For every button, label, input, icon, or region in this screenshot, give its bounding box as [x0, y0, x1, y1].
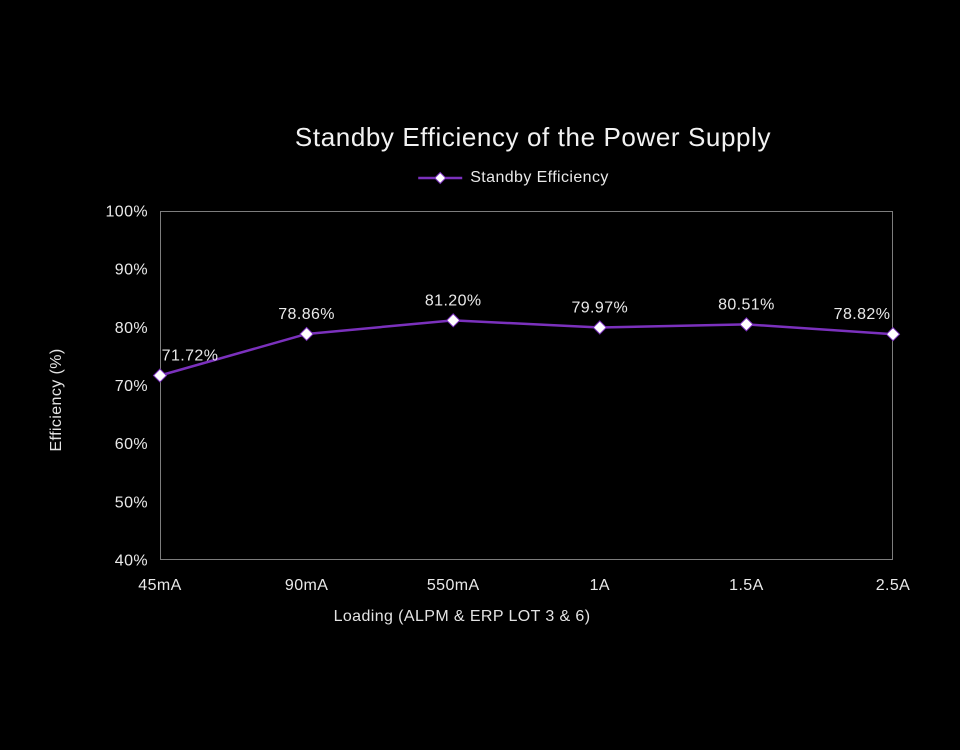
data-point-marker [739, 317, 754, 332]
x-tick-label: 1.5A [729, 577, 764, 594]
data-point-marker [445, 313, 461, 328]
y-tick-label: 40% [115, 553, 148, 570]
chart-title: Standby Efficiency of the Power Supply [294, 122, 772, 152]
data-point-marker [885, 326, 901, 342]
legend-label: Standby Efficiency [470, 169, 609, 186]
data-label: 71.72% [162, 347, 219, 364]
x-tick-label: 90mA [285, 577, 328, 594]
x-tick-label: 45mA [138, 577, 181, 594]
y-tick-label: 80% [115, 320, 148, 337]
data-label: 79.97% [571, 300, 628, 317]
legend-line-marker-icon [418, 171, 463, 185]
data-label: 80.51% [718, 296, 775, 313]
x-tick-label: 550mA [427, 577, 480, 594]
series-line [158, 319, 895, 377]
y-tick-label: 90% [115, 262, 148, 279]
data-point-marker [592, 320, 608, 335]
data-label: 81.20% [425, 292, 482, 309]
data-label: 78.82% [834, 306, 891, 323]
data-label: 78.86% [278, 306, 335, 323]
data-point-marker [299, 326, 314, 342]
data-point-marker [152, 368, 168, 383]
x-axis-title: Loading (ALPM & ERP LOT 3 & 6) [333, 608, 591, 625]
legend: Standby Efficiency [417, 169, 609, 187]
y-tick-label: 50% [115, 494, 148, 511]
x-tick-label: 2.5A [876, 577, 911, 594]
x-tick-label: 1A [590, 577, 610, 594]
y-tick-label: 70% [115, 378, 148, 395]
y-tick-label: 60% [115, 436, 148, 453]
y-tick-label: 100% [105, 204, 148, 221]
plot-border [160, 211, 893, 560]
